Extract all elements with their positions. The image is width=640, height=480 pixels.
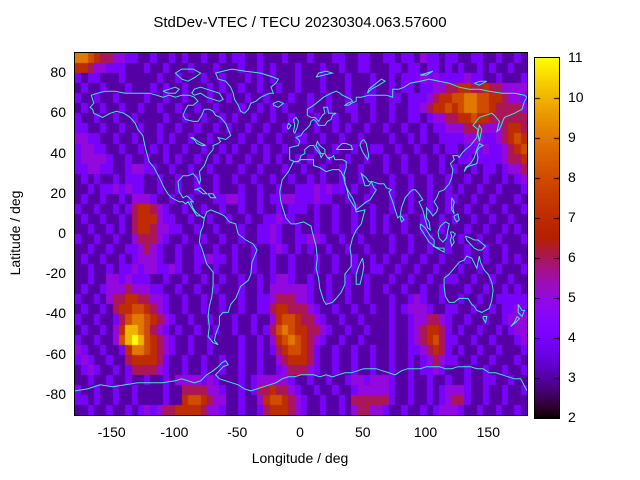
y-axis-label: Latitude / deg [7, 190, 23, 276]
coastline-path [463, 142, 485, 172]
x-tick-label: -50 [227, 424, 248, 440]
coastline-path [432, 245, 445, 253]
x-axis-label: Longitude / deg [251, 450, 349, 466]
coastline-overlay-icon [75, 68, 527, 392]
coastline-path [420, 70, 434, 76]
colorbar-tick-label: 4 [568, 329, 576, 345]
coastline-path [89, 90, 232, 219]
heatmap-canvas [75, 53, 527, 415]
x-tick-label: 0 [296, 424, 304, 440]
coastline-path [207, 193, 217, 199]
colorbar-tick-label: 8 [568, 169, 576, 185]
y-tick-label: -60 [45, 345, 66, 362]
coastline-path [214, 68, 280, 114]
coastline-path [279, 159, 366, 305]
colorbar-tick-label: 7 [568, 209, 576, 225]
coastline-path [174, 68, 202, 82]
coastline-path [399, 215, 405, 223]
coastline-path [449, 231, 457, 248]
colorbar-tick-label: 2 [568, 409, 576, 425]
coastline-path [315, 70, 335, 78]
coastline-path [355, 257, 365, 285]
colorbar-tick-label: 5 [568, 289, 576, 305]
coastline-path [510, 316, 521, 327]
x-tick-label: 150 [476, 424, 500, 440]
y-tick-label: 20 [50, 184, 66, 201]
coastline-path [191, 86, 224, 102]
x-tick-label: -150 [97, 424, 126, 440]
colorbar-tick-label: 3 [568, 369, 576, 385]
colorbar-tick-label: 9 [568, 129, 576, 145]
y-tick-label: 40 [50, 144, 66, 161]
colorbar-tick-label: 6 [568, 249, 576, 265]
y-tick-label: -80 [45, 385, 66, 402]
y-tick-label: -20 [45, 265, 66, 282]
x-tick-label: 50 [354, 424, 371, 440]
colorbar-gradient [535, 58, 559, 418]
coastline-path [162, 86, 181, 94]
coastline-path [286, 122, 292, 130]
map-plot [74, 52, 528, 416]
y-tick-label: 60 [50, 104, 66, 121]
coastline-path [437, 221, 450, 243]
coastline-path [453, 213, 460, 223]
coastline-path [289, 78, 527, 232]
coastline-path [517, 304, 526, 318]
y-tick-label: -40 [45, 305, 66, 322]
coastline-path [198, 209, 258, 346]
coastline-path [477, 124, 483, 142]
coastline-path [465, 235, 487, 251]
colorbar [534, 57, 560, 419]
coastline-path [292, 116, 300, 134]
y-tick-label: 80 [50, 64, 66, 81]
coastline-path [75, 360, 527, 392]
coastline-path [359, 139, 370, 161]
x-tick-label: -100 [160, 424, 189, 440]
y-tick-label: 0 [58, 225, 66, 241]
coastline-path [474, 80, 488, 86]
colorbar-tick-label: 11 [568, 49, 583, 65]
coastline-path [367, 78, 387, 94]
chart-title: StdDev-VTEC / TECU 20230304.063.57600 [153, 14, 447, 31]
coastline-path [451, 197, 455, 215]
coastline-path [335, 143, 354, 150]
coastline-path [190, 137, 206, 146]
coastline-path [482, 316, 488, 324]
coastline-path [194, 187, 209, 195]
coastline-path [272, 100, 285, 108]
colorbar-tick-label: 10 [568, 89, 584, 105]
coastline-path [443, 255, 494, 313]
x-tick-label: 100 [413, 424, 438, 440]
